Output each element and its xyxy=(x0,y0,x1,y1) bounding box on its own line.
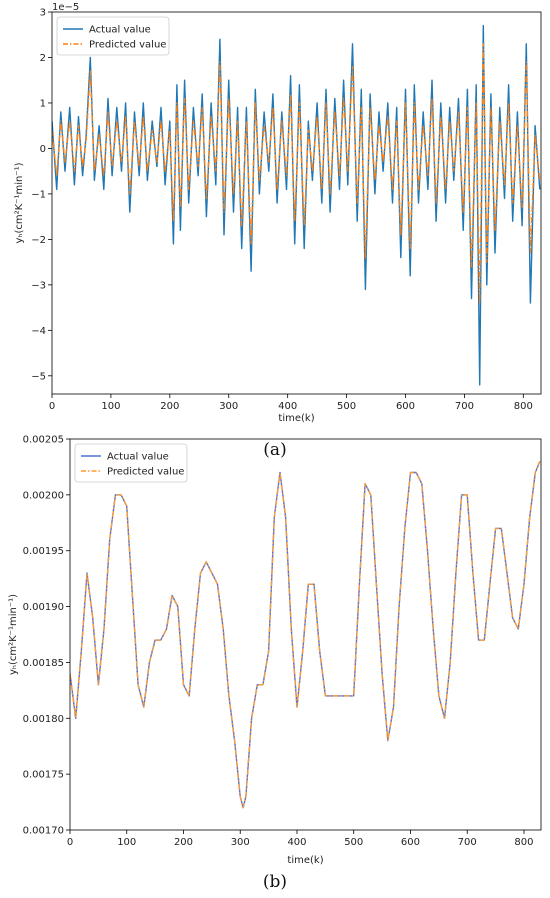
y-axis-label: yₕ(cm²K⁻¹min⁻¹) xyxy=(8,594,19,675)
x-tick-label: 700 xyxy=(458,837,477,848)
y-tick-label: −3 xyxy=(31,280,46,291)
y-tick-label: 2 xyxy=(40,53,46,64)
series-line-predicted xyxy=(52,43,541,304)
y-tick-label: −1 xyxy=(31,189,46,200)
x-tick-label: 300 xyxy=(231,837,250,848)
x-tick-label: 600 xyxy=(396,401,415,412)
legend-label-predicted: Predicted value xyxy=(89,40,166,51)
caption-b: (b) xyxy=(263,872,287,892)
y-tick-label: 0.00205 xyxy=(23,435,64,446)
legend-label-actual: Actual value xyxy=(89,25,151,36)
x-axis-label: time(k) xyxy=(278,413,314,424)
x-tick-label: 100 xyxy=(101,401,120,412)
y-tick-label: 0.00170 xyxy=(23,826,64,837)
x-tick-label: 600 xyxy=(401,837,420,848)
y-tick-label: 0.00195 xyxy=(23,546,64,557)
y-tick-label: 0.00185 xyxy=(23,658,64,669)
y-axis-label: yₕ(cm²K⁻¹min⁻¹) xyxy=(14,162,25,243)
y-tick-label: 0.00175 xyxy=(23,770,64,781)
plot-frame xyxy=(69,438,542,831)
legend-box xyxy=(56,16,170,56)
x-tick-label: 100 xyxy=(117,837,136,848)
x-tick-label: 0 xyxy=(67,837,73,848)
y-tick-label: 1 xyxy=(40,98,46,109)
x-tick-label: 700 xyxy=(455,401,474,412)
y-tick-label: 0 xyxy=(40,144,46,155)
y-tick-label: 0.00190 xyxy=(23,602,64,613)
x-tick-label: 0 xyxy=(49,401,55,412)
series-line-predicted xyxy=(70,461,541,809)
y-offset-label: 1e−5 xyxy=(52,2,79,13)
y-tick-label: −4 xyxy=(31,326,46,337)
y-tick-label: 0.00180 xyxy=(23,714,64,725)
x-axis-label: time(k) xyxy=(287,855,323,866)
legend-label-actual: Actual value xyxy=(107,452,169,463)
x-tick-label: 500 xyxy=(337,401,356,412)
y-tick-label: 0.00200 xyxy=(23,490,64,501)
x-tick-label: 400 xyxy=(278,401,297,412)
x-tick-label: 500 xyxy=(344,837,363,848)
x-tick-label: 800 xyxy=(514,401,533,412)
legend-box xyxy=(74,443,188,483)
y-tick-label: 3 xyxy=(40,8,46,19)
chart-a: 0 100 200 300 400 500 600 700 800 −5 −4 −3 −2 −1 0 1 2 3 t… xyxy=(14,2,542,424)
x-tick-label: 200 xyxy=(174,837,193,848)
legend-label-predicted: Predicted value xyxy=(107,467,184,478)
caption-a: (a) xyxy=(263,440,286,460)
y-tick-label: −2 xyxy=(31,235,46,246)
x-tick-label: 300 xyxy=(219,401,238,412)
y-tick-label: −5 xyxy=(31,371,46,382)
x-tick-label: 200 xyxy=(160,401,179,412)
x-tick-label: 800 xyxy=(514,837,533,848)
chart-b: 0 100 200 300 400 500 600 700 800 0.00170 0.00175 0… xyxy=(8,435,542,866)
plot-frame xyxy=(51,11,542,395)
x-tick-label: 400 xyxy=(287,837,306,848)
